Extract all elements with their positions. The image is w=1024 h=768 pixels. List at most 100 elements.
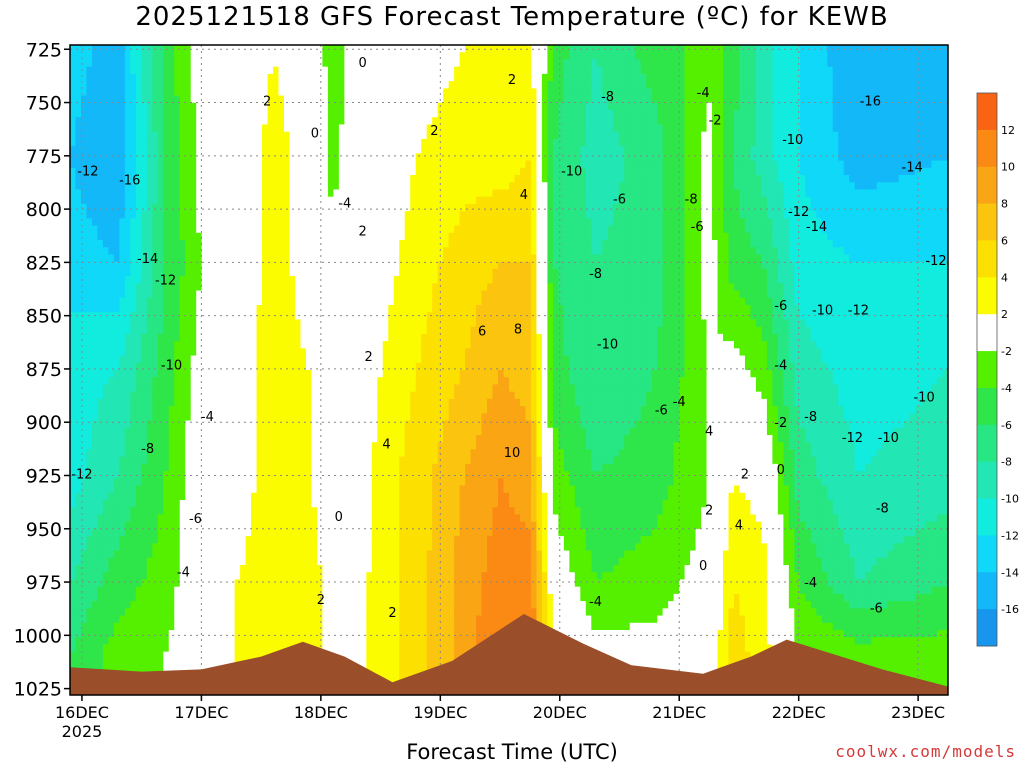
- field-cell: [256, 536, 263, 544]
- field-cell: [256, 52, 263, 61]
- field-cell: [316, 370, 324, 378]
- field-cell: [152, 528, 159, 537]
- field-cell: [141, 247, 148, 256]
- field-cell: [240, 536, 247, 544]
- field-cell: [355, 110, 362, 118]
- field-cell: [300, 341, 307, 349]
- field-cell: [108, 521, 115, 530]
- field-cell: [75, 644, 82, 653]
- field-cell: [273, 45, 280, 53]
- field-cell: [207, 232, 214, 241]
- field-cell: [157, 406, 164, 414]
- field-cell: [201, 637, 208, 646]
- field-cell: [168, 413, 175, 422]
- field-cell: [119, 601, 126, 609]
- field-cell: [75, 456, 82, 465]
- field-cell: [157, 232, 164, 241]
- field-cell: [218, 124, 225, 133]
- field-cell: [245, 362, 252, 371]
- field-cell: [190, 593, 197, 602]
- field-cell: [218, 225, 225, 234]
- field-cell: [294, 514, 302, 523]
- field-cell: [135, 240, 142, 248]
- field-cell: [278, 52, 285, 61]
- field-cell: [207, 102, 214, 111]
- field-cell: [108, 427, 115, 436]
- field-cell: [75, 406, 82, 414]
- field-cell: [135, 95, 142, 104]
- field-cell: [344, 153, 351, 162]
- field-cell: [113, 88, 120, 97]
- field-cell: [146, 622, 153, 631]
- field-cell: [135, 413, 142, 422]
- field-cell: [262, 500, 269, 508]
- field-cell: [70, 471, 77, 479]
- field-cell: [196, 658, 203, 667]
- field-cell: [294, 362, 302, 371]
- field-cell: [113, 456, 120, 465]
- field-cell: [190, 557, 197, 566]
- field-cell: [256, 398, 263, 407]
- field-cell: [157, 550, 164, 559]
- field-cell: [251, 341, 258, 349]
- field-cell: [267, 247, 274, 256]
- field-cell: [229, 153, 236, 162]
- field-cell: [366, 254, 373, 263]
- field-cell: [113, 442, 120, 451]
- field-cell: [70, 565, 77, 573]
- field-cell: [251, 608, 258, 617]
- field-cell: [371, 312, 378, 321]
- field-cell: [135, 102, 142, 111]
- field-cell: [267, 276, 274, 284]
- field-cell: [338, 622, 345, 631]
- field-cell: [322, 579, 329, 588]
- field-cell: [174, 283, 181, 292]
- field-cell: [124, 579, 131, 588]
- field-cell: [349, 420, 356, 429]
- field-cell: [333, 398, 340, 407]
- field-cell: [327, 391, 334, 400]
- field-cell: [234, 521, 241, 530]
- field-cell: [223, 543, 230, 552]
- field-cell: [124, 413, 131, 422]
- field-cell: [338, 117, 345, 126]
- field-cell: [300, 507, 307, 516]
- field-cell: [174, 500, 181, 508]
- field-cell: [124, 131, 131, 140]
- field-cell: [168, 124, 175, 133]
- field-cell: [80, 651, 88, 660]
- field-cell: [360, 268, 367, 277]
- field-cell: [185, 254, 192, 263]
- field-cell: [234, 45, 241, 53]
- field-cell: [371, 182, 378, 191]
- field-cell: [218, 521, 225, 530]
- field-cell: [168, 59, 175, 68]
- field-cell: [273, 500, 280, 508]
- field-cell: [360, 398, 367, 407]
- field-cell: [256, 622, 263, 631]
- field-cell: [229, 456, 236, 465]
- field-cell: [146, 153, 153, 162]
- field-cell: [316, 384, 324, 393]
- field-cell: [97, 637, 104, 646]
- field-cell: [185, 175, 192, 183]
- field-cell: [75, 528, 82, 537]
- field-cell: [168, 66, 175, 75]
- field-cell: [305, 261, 313, 270]
- field-cell: [196, 305, 203, 313]
- field-cell: [273, 485, 280, 494]
- field-cell: [294, 370, 302, 378]
- field-cell: [366, 117, 373, 126]
- field-cell: [311, 615, 318, 624]
- field-cell: [366, 88, 373, 97]
- field-cell: [75, 514, 82, 523]
- field-cell: [262, 312, 269, 321]
- field-cell: [289, 189, 296, 198]
- field-cell: [300, 305, 307, 313]
- field-cell: [113, 95, 120, 104]
- field-cell: [344, 276, 351, 284]
- field-cell: [267, 232, 274, 241]
- field-cell: [102, 630, 110, 638]
- field-cell: [80, 203, 88, 212]
- field-cell: [201, 550, 208, 559]
